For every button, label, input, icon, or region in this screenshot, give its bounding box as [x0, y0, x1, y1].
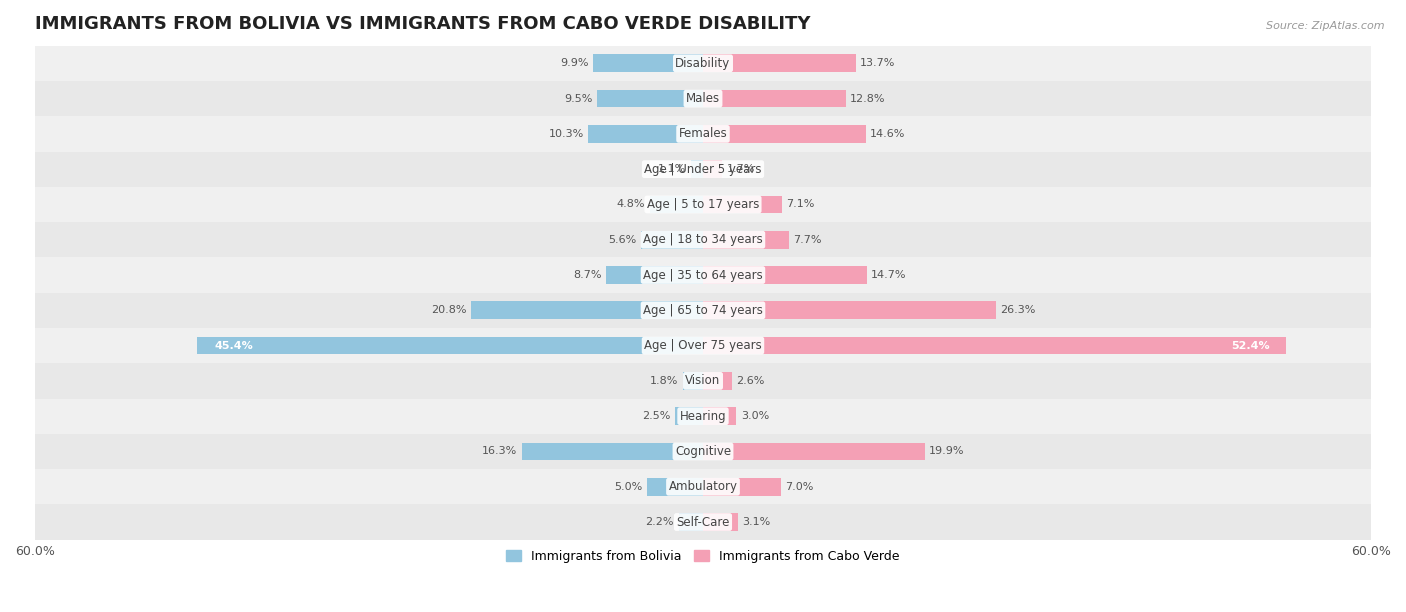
Text: Age | 5 to 17 years: Age | 5 to 17 years: [647, 198, 759, 211]
Bar: [598, 90, 703, 108]
Bar: [703, 372, 733, 390]
Bar: [35, 434, 1371, 469]
Text: 3.1%: 3.1%: [742, 517, 770, 527]
Text: Age | Under 5 years: Age | Under 5 years: [644, 163, 762, 176]
Bar: [35, 116, 1371, 152]
Bar: [703, 196, 782, 213]
Bar: [35, 328, 1371, 364]
Bar: [35, 258, 1371, 293]
Text: 13.7%: 13.7%: [860, 58, 896, 69]
Text: 2.6%: 2.6%: [737, 376, 765, 386]
Bar: [35, 504, 1371, 540]
Text: 14.7%: 14.7%: [872, 270, 907, 280]
Text: Vision: Vision: [685, 375, 721, 387]
Text: 10.3%: 10.3%: [548, 129, 583, 139]
Legend: Immigrants from Bolivia, Immigrants from Cabo Verde: Immigrants from Bolivia, Immigrants from…: [502, 545, 904, 568]
Text: 19.9%: 19.9%: [929, 446, 965, 457]
Text: 5.6%: 5.6%: [607, 235, 636, 245]
Bar: [35, 152, 1371, 187]
Text: Age | 65 to 74 years: Age | 65 to 74 years: [643, 304, 763, 317]
Bar: [703, 337, 1286, 354]
Bar: [703, 54, 855, 72]
Bar: [35, 81, 1371, 116]
Bar: [588, 125, 703, 143]
Text: 14.6%: 14.6%: [870, 129, 905, 139]
Bar: [703, 478, 780, 496]
Bar: [703, 90, 845, 108]
Text: 1.8%: 1.8%: [650, 376, 679, 386]
Bar: [197, 337, 703, 354]
Text: 2.5%: 2.5%: [643, 411, 671, 421]
Text: Age | 35 to 64 years: Age | 35 to 64 years: [643, 269, 763, 282]
Text: IMMIGRANTS FROM BOLIVIA VS IMMIGRANTS FROM CABO VERDE DISABILITY: IMMIGRANTS FROM BOLIVIA VS IMMIGRANTS FR…: [35, 15, 810, 33]
Text: 1.1%: 1.1%: [658, 164, 686, 174]
Bar: [35, 187, 1371, 222]
Text: Self-Care: Self-Care: [676, 515, 730, 529]
Bar: [703, 231, 789, 248]
Bar: [703, 266, 866, 284]
Text: Cognitive: Cognitive: [675, 445, 731, 458]
Bar: [35, 222, 1371, 258]
Text: 7.7%: 7.7%: [793, 235, 821, 245]
Text: Disability: Disability: [675, 57, 731, 70]
Text: Females: Females: [679, 127, 727, 140]
Bar: [471, 302, 703, 319]
Text: 52.4%: 52.4%: [1232, 341, 1270, 351]
Text: 1.7%: 1.7%: [727, 164, 755, 174]
Text: 7.1%: 7.1%: [786, 200, 815, 209]
Bar: [703, 442, 925, 460]
Bar: [679, 513, 703, 531]
Text: 5.0%: 5.0%: [614, 482, 643, 491]
Bar: [650, 196, 703, 213]
Text: 12.8%: 12.8%: [851, 94, 886, 103]
Bar: [683, 372, 703, 390]
Bar: [690, 160, 703, 178]
Text: 9.9%: 9.9%: [560, 58, 588, 69]
Text: 7.0%: 7.0%: [786, 482, 814, 491]
Text: Hearing: Hearing: [679, 409, 727, 423]
Bar: [703, 125, 866, 143]
Text: Males: Males: [686, 92, 720, 105]
Bar: [703, 302, 995, 319]
Bar: [641, 231, 703, 248]
Text: 4.8%: 4.8%: [617, 200, 645, 209]
Bar: [703, 408, 737, 425]
Bar: [35, 398, 1371, 434]
Bar: [522, 442, 703, 460]
Bar: [35, 364, 1371, 398]
Text: Age | Over 75 years: Age | Over 75 years: [644, 339, 762, 352]
Text: 16.3%: 16.3%: [482, 446, 517, 457]
Text: 26.3%: 26.3%: [1000, 305, 1036, 315]
Text: Source: ZipAtlas.com: Source: ZipAtlas.com: [1267, 21, 1385, 31]
Bar: [35, 293, 1371, 328]
Bar: [703, 513, 738, 531]
Text: Ambulatory: Ambulatory: [668, 480, 738, 493]
Bar: [593, 54, 703, 72]
Bar: [606, 266, 703, 284]
Text: 8.7%: 8.7%: [574, 270, 602, 280]
Bar: [647, 478, 703, 496]
Text: 2.2%: 2.2%: [645, 517, 673, 527]
Bar: [35, 46, 1371, 81]
Text: 45.4%: 45.4%: [214, 341, 253, 351]
Bar: [35, 469, 1371, 504]
Text: 9.5%: 9.5%: [564, 94, 593, 103]
Text: 20.8%: 20.8%: [432, 305, 467, 315]
Text: 3.0%: 3.0%: [741, 411, 769, 421]
Bar: [703, 160, 721, 178]
Text: Age | 18 to 34 years: Age | 18 to 34 years: [643, 233, 763, 246]
Bar: [675, 408, 703, 425]
